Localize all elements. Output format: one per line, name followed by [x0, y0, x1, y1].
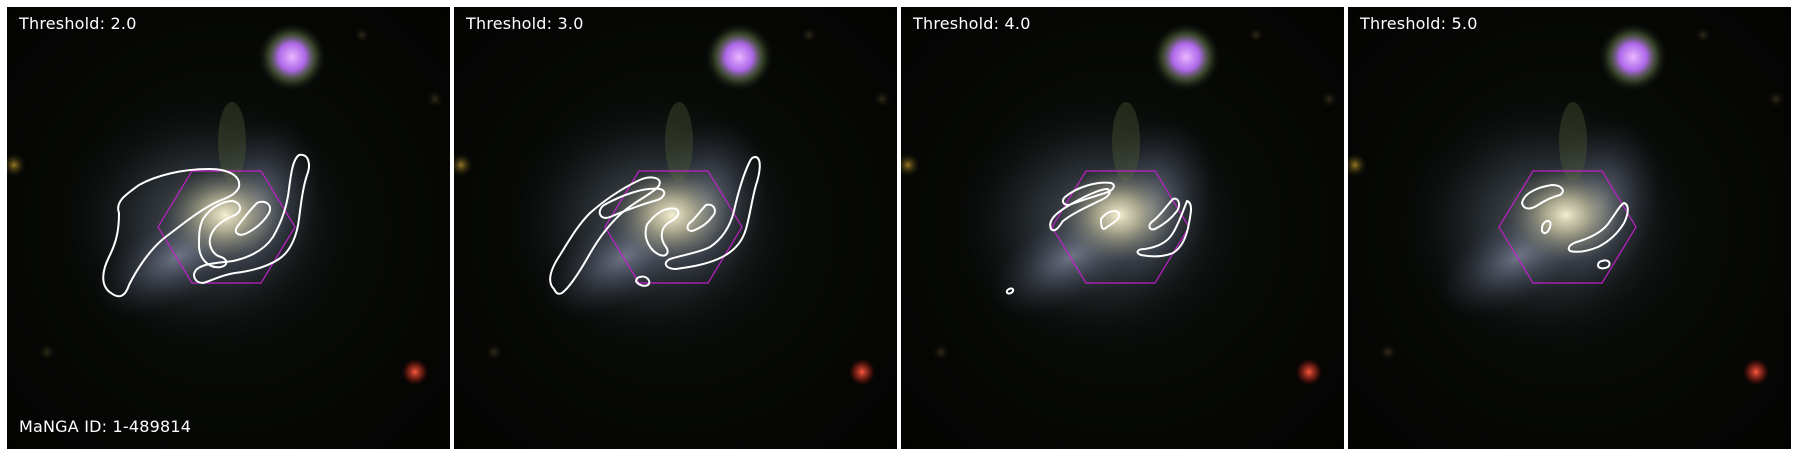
- foreground-star-icon: [258, 23, 326, 91]
- galaxy-image: [7, 7, 450, 449]
- foreground-star-icon: [705, 23, 773, 91]
- arm-contours: [549, 156, 761, 295]
- red-source-icon: [1742, 358, 1770, 386]
- arm-contours: [1005, 181, 1192, 295]
- ifu-hexagon: [157, 170, 296, 284]
- galaxy-id-label: MaNGA ID: 1-489814: [19, 417, 192, 436]
- threshold-label: Threshold: 2.0: [19, 14, 137, 33]
- galaxy-panel-threshold-3: Threshold: 3.0: [454, 7, 897, 449]
- foreground-star-icon: [1599, 23, 1667, 91]
- threshold-label: Threshold: 4.0: [913, 14, 1031, 33]
- foreground-star-icon: [1152, 23, 1220, 91]
- threshold-label: Threshold: 3.0: [466, 14, 584, 33]
- galaxy-panel-threshold-4: Threshold: 4.0: [901, 7, 1344, 449]
- galaxy-panel-threshold-5: Threshold: 5.0: [1348, 7, 1791, 449]
- ifu-hexagon: [1498, 170, 1637, 284]
- ifu-hexagon: [604, 170, 743, 284]
- arm-contours: [1521, 184, 1629, 270]
- galaxy-image: [454, 7, 897, 449]
- red-source-icon: [401, 358, 429, 386]
- galaxy-image: [901, 7, 1344, 449]
- galaxy-panel-threshold-2: Threshold: 2.0 MaNGA ID: 1-489814: [7, 7, 450, 449]
- red-source-icon: [848, 358, 876, 386]
- red-source-icon: [1295, 358, 1323, 386]
- threshold-label: Threshold: 5.0: [1360, 14, 1478, 33]
- ifu-hexagon: [1051, 170, 1190, 284]
- galaxy-image: [1348, 7, 1791, 449]
- arm-contours: [102, 153, 310, 298]
